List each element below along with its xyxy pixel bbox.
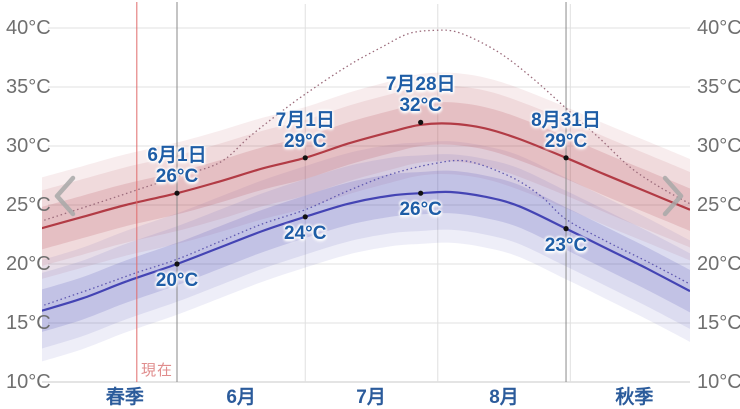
high-point-date-label: 7月1日: [275, 109, 335, 131]
gridlines: [42, 4, 690, 383]
high-point-label: 6月1日 26°C: [147, 145, 206, 187]
y-axis-tick-label-left: 10°C: [6, 371, 51, 393]
prev-period-button[interactable]: [50, 172, 80, 218]
x-axis-label: 春季: [105, 387, 144, 408]
high-point-label: 8月31日 29°C: [531, 110, 601, 152]
y-axis-tick-label-right: 35°C: [697, 76, 740, 98]
average-high-line: [42, 122, 690, 230]
y-axis-tick-label-left: 15°C: [6, 312, 51, 334]
high-point-label: 7月28日 32°C: [386, 74, 456, 116]
y-axis-tick-label-right: 15°C: [697, 312, 740, 334]
average-low-band-1: [42, 154, 690, 349]
y-axis-tick-label-right: 30°C: [697, 135, 740, 157]
average-high-band-1: [42, 85, 690, 266]
high-point-dot: [418, 119, 424, 125]
high-point-temp-label: 26°C: [155, 166, 199, 188]
average-high-band-0: [42, 72, 690, 279]
low-point-dot: [563, 226, 569, 232]
high-point-dot: [174, 190, 180, 196]
high-point-date-label: 7月28日: [385, 74, 456, 96]
average-high-band-2: [42, 102, 690, 250]
low-point-temp-label: 20°C: [155, 270, 199, 291]
low-point-temp-label: 24°C: [284, 222, 327, 244]
y-axis-tick-label-right: 40°C: [697, 17, 740, 39]
high-point-temp-label: 29°C: [544, 130, 588, 152]
average-low-line: [42, 190, 690, 312]
x-axis-label: 秋季: [615, 387, 654, 408]
low-point-dot: [418, 190, 424, 196]
chevron-left-icon: [54, 175, 76, 217]
low-point-temp-label: 23°C: [544, 234, 588, 256]
next-period-button[interactable]: [658, 172, 688, 218]
x-axis-label: 7月: [356, 387, 386, 408]
y-axis-tick-label-left: 35°C: [6, 76, 51, 98]
y-axis-tick-label-right: 10°C: [697, 371, 740, 393]
y-axis-tick-label-left: 30°C: [6, 135, 51, 157]
y-axis-tick-label-left: 40°C: [6, 17, 51, 39]
y-axis-tick-label-right: 25°C: [697, 194, 740, 216]
average-low-band-0: [42, 141, 690, 362]
low-point-dot: [174, 261, 180, 267]
high-point-dot: [302, 155, 308, 161]
now-line-label: 現在: [141, 362, 174, 379]
low-point-dot: [302, 214, 308, 220]
dotted-high-line: [42, 29, 690, 222]
high-point-date-label: 8月31日: [531, 109, 601, 131]
y-axis-tick-label-right: 20°C: [697, 253, 740, 275]
y-axis-tick-label-left: 25°C: [6, 194, 51, 216]
high-point-dot: [563, 155, 569, 161]
x-axis-label: 8月: [489, 387, 519, 408]
dotted-low-line: [42, 159, 690, 307]
high-point-label: 7月1日 29°C: [276, 110, 335, 152]
y-axis-tick-label-left: 20°C: [6, 253, 51, 275]
data-point-dots: [174, 119, 569, 267]
temperature-bands-and-lines: [42, 29, 690, 362]
x-axis-label: 6月: [226, 387, 256, 408]
high-point-temp-label: 29°C: [284, 130, 327, 152]
chevron-right-icon: [662, 175, 684, 217]
high-point-date-label: 6月1日: [147, 145, 207, 167]
high-point-temp-label: 32°C: [399, 95, 442, 117]
low-point-temp-label: 26°C: [399, 199, 442, 221]
